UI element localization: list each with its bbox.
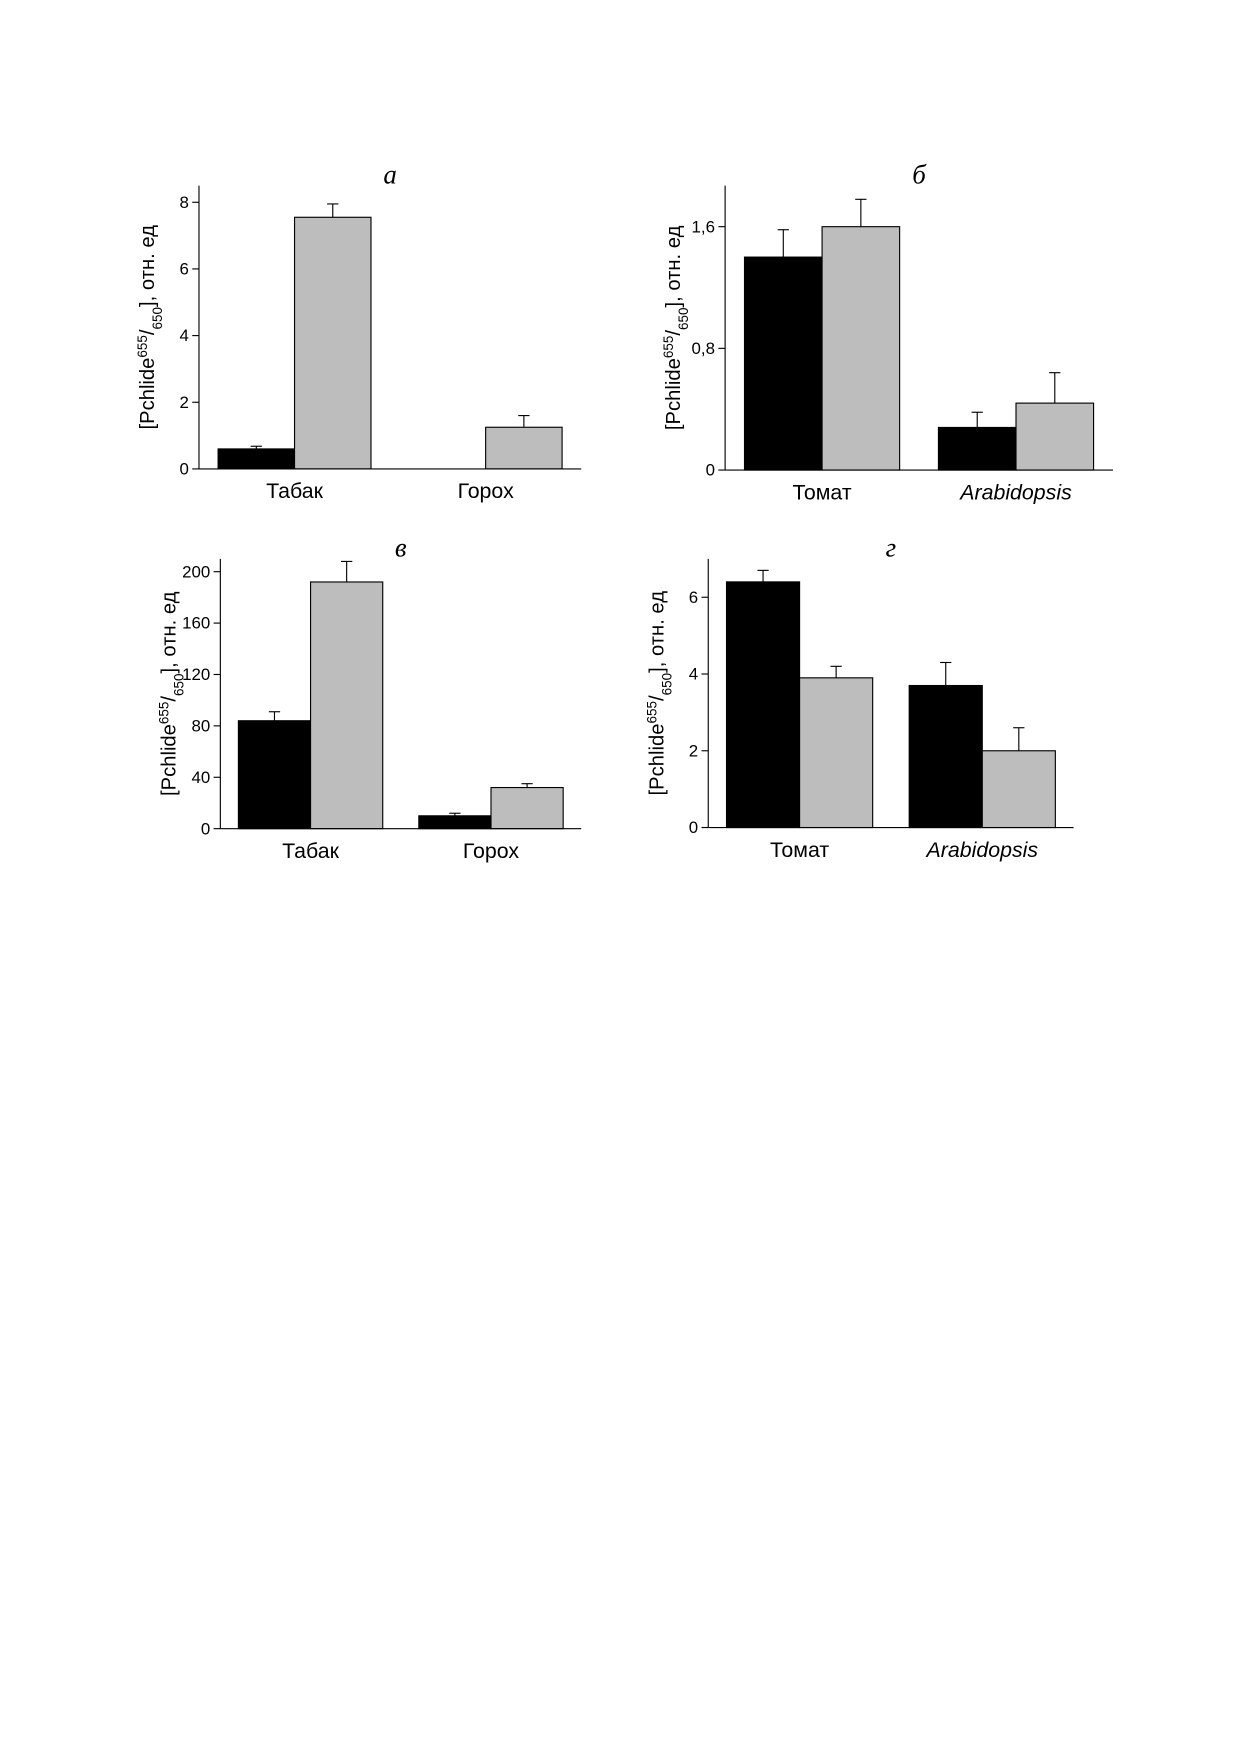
y-tick-label: 200 [182, 562, 210, 581]
error-bar [268, 711, 281, 721]
y-tick-label: 160 [182, 614, 210, 633]
y-tick-label: 0,8 [692, 339, 715, 358]
y-axis-label-part: [Pchlide [646, 723, 668, 795]
y-axis-label-part: / [158, 696, 180, 702]
error-bar [341, 560, 353, 582]
error-bar [855, 198, 867, 227]
x-tick-label: Горох [463, 839, 520, 863]
bar [1015, 402, 1095, 471]
y-tick-label: 0 [201, 819, 210, 838]
y-axis-label-part: 650 [659, 673, 674, 696]
error-bar [940, 661, 952, 686]
y-axis-label-part: 650 [676, 308, 691, 330]
y-axis-label-part: [Pchlide [137, 358, 159, 430]
y-axis-label-part: 655 [661, 336, 676, 359]
y-axis-label-part: / [663, 330, 685, 336]
y-axis-label-part: [Pchlide [663, 358, 685, 430]
y-tick-label: 4 [179, 326, 188, 345]
y-tick-label: 0 [689, 818, 698, 837]
error-bar [518, 415, 530, 428]
x-tick-label: Горох [458, 479, 515, 503]
y-tick-label: 6 [689, 588, 698, 607]
y-tick-label: 2 [689, 741, 698, 760]
y-tick-label: 80 [191, 716, 210, 735]
error-bar [1013, 727, 1025, 751]
y-axis-label-part: ], отн. ед [158, 591, 180, 673]
bar [937, 426, 1017, 471]
bar [981, 750, 1056, 829]
y-tick-label: 0 [179, 460, 188, 479]
bar [908, 684, 983, 829]
y-tick-label: 8 [179, 193, 188, 212]
y-axis-label-part: 655 [644, 701, 659, 724]
x-tick-label: Томат [793, 480, 852, 504]
y-axis-label-part: 650 [171, 673, 186, 696]
y-tick-label: 4 [689, 665, 698, 684]
y-axis-label-part: ], отн. ед [646, 591, 668, 673]
x-tick-label: Arabidopsis [925, 838, 1039, 862]
error-bar [327, 203, 339, 218]
x-tick-label: Томат [770, 838, 829, 862]
x-tick-label: Arabidopsis [958, 480, 1072, 504]
bar [725, 581, 801, 829]
y-axis-label: [Pchlide655/650], отн. ед [135, 225, 165, 430]
bar [485, 426, 563, 470]
y-tick-label: 1,6 [692, 217, 715, 236]
y-tick-label: 6 [179, 260, 188, 279]
bar [217, 448, 296, 470]
error-bar [971, 411, 983, 428]
y-axis-label-part: [Pchlide [158, 724, 180, 796]
error-bar [777, 229, 789, 258]
y-axis-label-part: 655 [135, 335, 150, 357]
error-bar [1049, 372, 1061, 404]
y-axis-label: [Pchlide655/650], отн. ед [156, 591, 186, 796]
bar [237, 720, 312, 830]
x-tick-label: Табак [266, 479, 324, 503]
bar [418, 815, 492, 830]
bar [293, 216, 372, 470]
bar [490, 786, 564, 830]
y-axis-label: [Pchlide655/650], отн. ед [644, 591, 674, 796]
error-bar [757, 569, 769, 582]
y-tick-label: 40 [191, 768, 210, 787]
error-bar [830, 665, 842, 678]
y-axis-label: [Pchlide655/650], отн. ед [661, 225, 691, 430]
y-axis-label-part: / [646, 695, 668, 701]
bar [743, 256, 823, 471]
panel-letter: в [395, 533, 407, 563]
y-axis-label-part: 655 [156, 702, 171, 725]
y-tick-label: 120 [182, 665, 210, 684]
panel-letter: г [886, 533, 897, 563]
error-bar [521, 783, 533, 788]
error-bar [250, 445, 262, 449]
y-axis-label-part: ], отн. ед [137, 225, 159, 307]
bar [309, 581, 384, 830]
panel-letter: б [912, 159, 927, 189]
y-axis-label-part: / [137, 329, 159, 335]
bar [799, 677, 874, 829]
error-bar [449, 812, 461, 816]
x-tick-label: Табак [282, 839, 340, 863]
y-tick-label: 2 [179, 393, 188, 412]
y-tick-label: 0 [706, 461, 715, 480]
panel-letter: а [383, 159, 396, 189]
y-axis-label-part: ], отн. ед [663, 225, 685, 307]
bar [821, 226, 901, 471]
y-axis-label-part: 650 [150, 307, 165, 329]
